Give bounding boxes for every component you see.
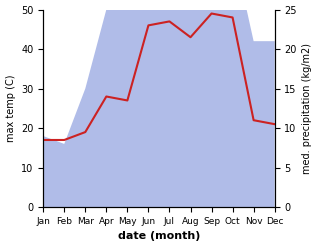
Y-axis label: med. precipitation (kg/m2): med. precipitation (kg/m2) [302,43,313,174]
X-axis label: date (month): date (month) [118,231,200,242]
Y-axis label: max temp (C): max temp (C) [5,75,16,142]
